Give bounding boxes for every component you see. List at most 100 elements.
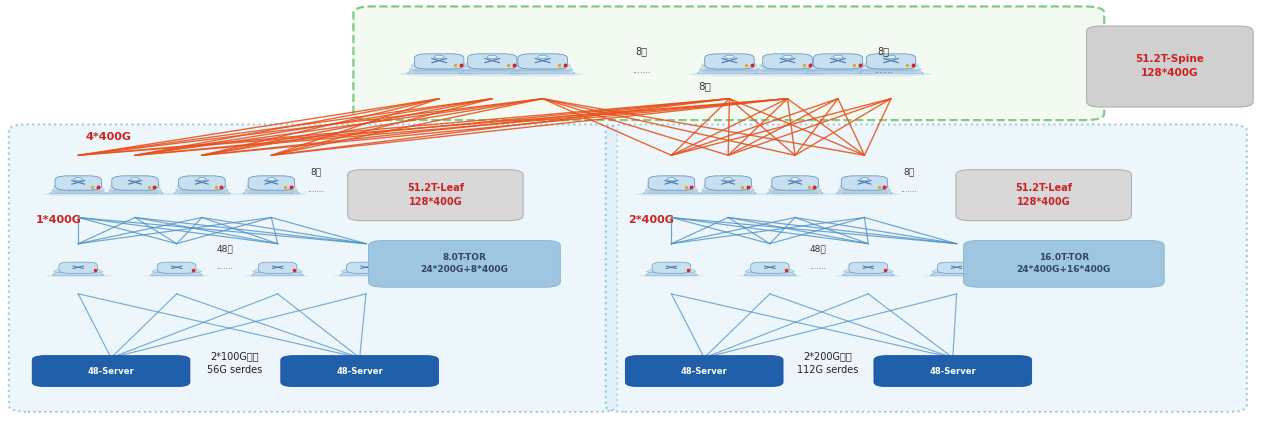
FancyBboxPatch shape [751, 262, 789, 273]
Ellipse shape [452, 72, 533, 76]
Text: 2*200G接入
112G serdes: 2*200G接入 112G serdes [798, 351, 858, 375]
Circle shape [782, 55, 793, 58]
Polygon shape [810, 63, 866, 66]
Ellipse shape [924, 274, 989, 278]
Text: 8台: 8台 [635, 47, 647, 57]
Ellipse shape [829, 192, 900, 196]
Polygon shape [930, 272, 983, 275]
Polygon shape [177, 184, 227, 187]
Polygon shape [53, 269, 103, 272]
FancyBboxPatch shape [704, 54, 755, 69]
FancyBboxPatch shape [347, 262, 385, 273]
Polygon shape [174, 191, 230, 193]
Polygon shape [931, 269, 982, 272]
Polygon shape [251, 272, 304, 275]
Ellipse shape [636, 192, 707, 196]
Polygon shape [843, 269, 893, 272]
Ellipse shape [693, 192, 764, 196]
FancyBboxPatch shape [467, 54, 517, 69]
Text: ·······: ······· [307, 189, 324, 197]
Ellipse shape [851, 72, 931, 76]
Text: 48-Server: 48-Server [680, 367, 728, 375]
Text: 48-Server: 48-Server [336, 367, 384, 375]
Text: 51.2T-Leaf
128*400G: 51.2T-Leaf 128*400G [406, 183, 464, 207]
Polygon shape [464, 63, 520, 66]
Text: ·······: ······· [216, 265, 233, 274]
Text: 48台: 48台 [809, 244, 827, 253]
Polygon shape [110, 184, 160, 187]
Polygon shape [175, 187, 228, 190]
Ellipse shape [747, 72, 828, 76]
FancyBboxPatch shape [348, 169, 522, 221]
FancyBboxPatch shape [875, 356, 1032, 387]
Polygon shape [252, 269, 303, 272]
Ellipse shape [502, 72, 583, 76]
FancyBboxPatch shape [1087, 26, 1253, 107]
Ellipse shape [100, 192, 170, 196]
Polygon shape [645, 187, 698, 190]
Ellipse shape [144, 274, 209, 278]
Text: 8台: 8台 [310, 168, 321, 177]
Polygon shape [512, 66, 573, 69]
Polygon shape [863, 63, 919, 66]
Polygon shape [702, 63, 757, 66]
FancyBboxPatch shape [259, 262, 297, 273]
FancyBboxPatch shape [626, 356, 782, 387]
Polygon shape [745, 269, 795, 272]
Polygon shape [743, 272, 796, 275]
FancyBboxPatch shape [414, 54, 464, 69]
Circle shape [861, 178, 868, 181]
Polygon shape [150, 272, 203, 275]
FancyBboxPatch shape [249, 176, 294, 190]
Text: ·······: ······· [875, 69, 892, 78]
Ellipse shape [236, 192, 307, 196]
FancyBboxPatch shape [32, 356, 189, 387]
Circle shape [833, 55, 843, 58]
Polygon shape [50, 191, 106, 193]
Text: 2*400G: 2*400G [628, 214, 674, 225]
FancyBboxPatch shape [813, 54, 863, 69]
Polygon shape [246, 184, 297, 187]
Circle shape [724, 55, 734, 58]
Polygon shape [699, 66, 760, 69]
Polygon shape [755, 70, 820, 73]
Polygon shape [700, 191, 756, 193]
Polygon shape [107, 191, 163, 193]
Text: 51.2T-Leaf
128*400G: 51.2T-Leaf 128*400G [1015, 183, 1073, 207]
FancyBboxPatch shape [938, 262, 976, 273]
FancyBboxPatch shape [369, 240, 560, 287]
Text: 48-Server: 48-Server [929, 367, 977, 375]
Polygon shape [53, 184, 103, 187]
FancyBboxPatch shape [957, 169, 1132, 221]
Polygon shape [757, 66, 818, 69]
Polygon shape [697, 70, 762, 73]
FancyBboxPatch shape [179, 176, 225, 190]
Text: 8.0T-TOR
24*200G+8*400G: 8.0T-TOR 24*200G+8*400G [420, 254, 509, 274]
Circle shape [131, 178, 139, 181]
Polygon shape [644, 191, 699, 193]
Polygon shape [702, 187, 755, 190]
Polygon shape [245, 187, 298, 190]
Polygon shape [805, 70, 871, 73]
Circle shape [668, 178, 675, 181]
Text: 48台: 48台 [216, 244, 233, 253]
Polygon shape [767, 191, 823, 193]
Circle shape [791, 178, 799, 181]
Polygon shape [837, 191, 892, 193]
Polygon shape [406, 70, 472, 73]
Polygon shape [510, 70, 575, 73]
FancyBboxPatch shape [652, 262, 690, 273]
FancyBboxPatch shape [762, 54, 813, 69]
Polygon shape [760, 63, 815, 66]
FancyBboxPatch shape [517, 54, 568, 69]
Polygon shape [52, 272, 105, 275]
FancyBboxPatch shape [59, 262, 97, 273]
Text: 16.0T-TOR
24*400G+16*400G: 16.0T-TOR 24*400G+16*400G [1017, 254, 1111, 274]
Polygon shape [646, 184, 697, 187]
Text: 2*100G接入
56G serdes: 2*100G接入 56G serdes [207, 351, 262, 375]
Circle shape [74, 178, 82, 181]
Ellipse shape [689, 72, 770, 76]
Polygon shape [409, 66, 469, 69]
Ellipse shape [333, 274, 399, 278]
Polygon shape [109, 187, 162, 190]
